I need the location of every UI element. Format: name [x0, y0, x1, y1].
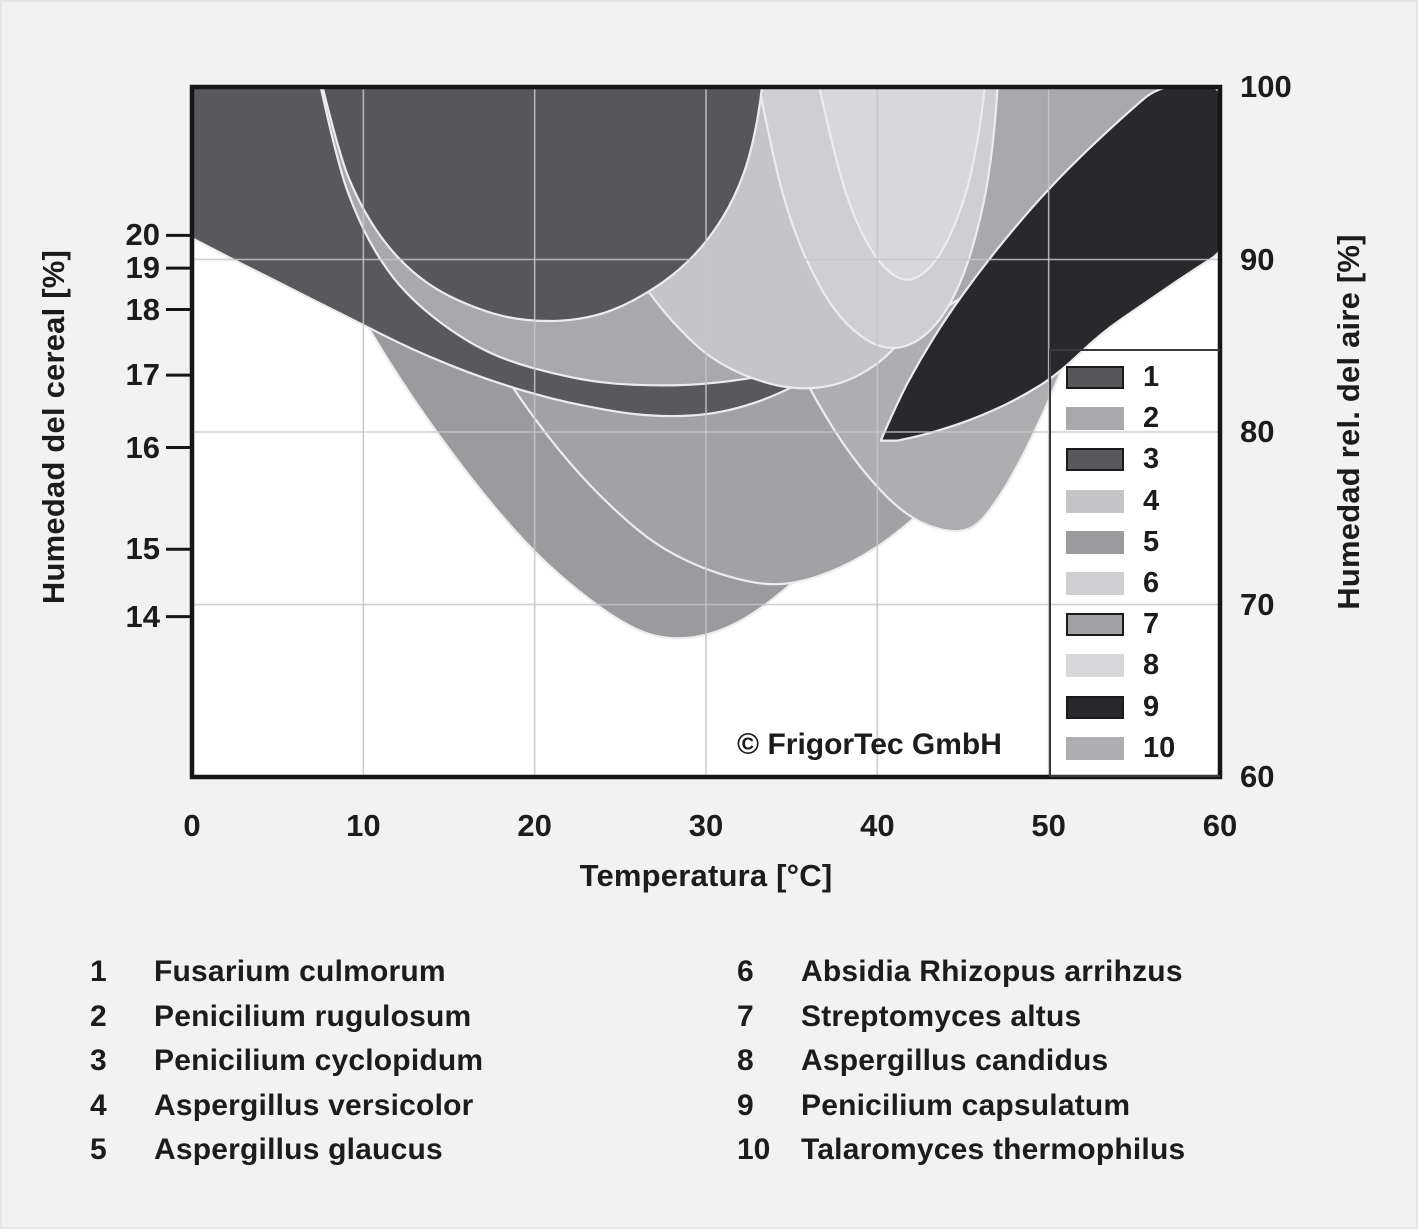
legend-item-5: 5	[1066, 524, 1220, 560]
species-name-5: Aspergillus glaucus	[154, 1133, 443, 1167]
growth-chart: Humedad del cereal [%] Humedad rel. del …	[2, 2, 1418, 922]
species-row-7: 7 Streptomyces altus	[737, 995, 1185, 1040]
legend-number-9: 9	[1143, 690, 1160, 723]
legend-swatch-9	[1066, 695, 1124, 719]
growth-region-1	[321, 87, 764, 323]
legend-number-2: 2	[1143, 402, 1160, 435]
left-tick-17: 17	[125, 357, 160, 393]
legend-number-4: 4	[1143, 484, 1160, 517]
species-name-6: Absidia Rhizopus arrihzus	[801, 955, 1183, 989]
left-tick-14: 14	[125, 598, 160, 634]
species-name-8: Aspergillus candidus	[801, 1044, 1109, 1078]
left-tick-15: 15	[125, 531, 160, 567]
species-row-9: 9 Penicilium capsulatum	[737, 1084, 1185, 1129]
right-tick-80: 80	[1240, 414, 1275, 449]
species-name-9: Penicilium capsulatum	[801, 1088, 1131, 1122]
x-tick-40: 40	[860, 808, 895, 843]
legend-item-7: 7	[1066, 607, 1220, 643]
species-name-2: Penicilium rugulosum	[154, 999, 472, 1033]
species-name-10: Talaromyces thermophilus	[801, 1133, 1186, 1167]
legend-swatch-8	[1066, 654, 1124, 678]
species-name-1: Fusarium culmorum	[154, 955, 446, 989]
species-row-2: 2 Penicilium rugulosum	[90, 995, 483, 1040]
x-tick-60: 60	[1202, 808, 1238, 843]
legend-item-6: 6	[1066, 566, 1220, 602]
chart-legend: 1 2 3 4 5 6 7 8 9 10	[1049, 349, 1220, 777]
species-list-column-2: 6 Absidia Rhizopus arrihzus 7 Streptomyces …	[737, 950, 1185, 1173]
right-axis-title: Humedad rel. del aire [%]	[1331, 234, 1366, 610]
legend-swatch-7	[1066, 613, 1124, 637]
x-tick-30: 30	[688, 808, 724, 843]
species-number-1: 1	[90, 955, 107, 989]
legend-item-4: 4	[1066, 483, 1220, 519]
legend-item-2: 2	[1066, 401, 1220, 437]
legend-number-7: 7	[1143, 608, 1160, 641]
left-tick-18: 18	[125, 291, 160, 327]
legend-number-1: 1	[1143, 361, 1160, 394]
legend-number-8: 8	[1143, 649, 1160, 682]
right-tick-100: 100	[1240, 69, 1292, 104]
species-row-10: 10 Talaromyces thermophilus	[737, 1128, 1185, 1173]
legend-swatch-2	[1066, 407, 1124, 431]
legend-swatch-5	[1066, 530, 1124, 554]
species-row-6: 6 Absidia Rhizopus arrihzus	[737, 950, 1185, 995]
species-row-3: 3 Penicilium cyclopidum	[90, 1039, 483, 1084]
x-axis-title: Temperatura [°C]	[579, 858, 833, 893]
legend-item-8: 8	[1066, 648, 1220, 684]
legend-swatch-3	[1066, 448, 1124, 472]
species-number-9: 9	[737, 1088, 754, 1122]
species-name-4: Aspergillus versicolor	[154, 1088, 474, 1122]
x-tick-10: 10	[346, 808, 381, 843]
right-tick-60: 60	[1240, 759, 1275, 794]
species-number-3: 3	[90, 1044, 107, 1078]
legend-number-3: 3	[1143, 443, 1160, 476]
species-number-4: 4	[90, 1088, 107, 1122]
growth-region-8	[818, 87, 986, 281]
legend-swatch-10	[1066, 736, 1124, 760]
legend-item-1: 1	[1066, 360, 1220, 396]
species-number-10: 10	[737, 1133, 771, 1167]
legend-number-5: 5	[1143, 525, 1160, 558]
species-name-3: Penicilium cyclopidum	[154, 1044, 484, 1078]
species-name-7: Streptomyces altus	[801, 999, 1082, 1033]
species-number-8: 8	[737, 1044, 754, 1078]
legend-swatch-6	[1066, 572, 1124, 596]
legend-item-10: 10	[1066, 730, 1220, 766]
species-list-column-1: 1 Fusarium culmorum 2 Penicilium rugulosum 3…	[90, 950, 483, 1173]
chart-canvas	[166, 84, 1223, 780]
legend-number-10: 10	[1143, 731, 1176, 764]
species-number-2: 2	[90, 999, 107, 1033]
legend-number-6: 6	[1143, 567, 1160, 600]
left-tick-20: 20	[125, 217, 160, 253]
left-tick-19: 19	[125, 250, 160, 286]
right-tick-90: 90	[1240, 241, 1275, 277]
x-tick-0: 0	[183, 808, 201, 843]
copyright-watermark: © FrigorTec GmbH	[737, 728, 1002, 761]
species-row-1: 1 Fusarium culmorum	[90, 950, 483, 995]
species-row-8: 8 Aspergillus candidus	[737, 1039, 1185, 1084]
species-row-5: 5 Aspergillus glaucus	[90, 1128, 483, 1173]
right-tick-70: 70	[1240, 586, 1275, 622]
species-number-7: 7	[737, 999, 754, 1033]
x-tick-20: 20	[517, 808, 552, 843]
legend-item-9: 9	[1066, 689, 1220, 725]
left-tick-16: 16	[125, 429, 160, 465]
legend-swatch-4	[1066, 489, 1124, 513]
legend-swatch-1	[1066, 366, 1124, 390]
legend-item-3: 3	[1066, 442, 1220, 478]
species-number-6: 6	[737, 955, 754, 989]
species-row-4: 4 Aspergillus versicolor	[90, 1084, 483, 1129]
species-number-5: 5	[90, 1133, 107, 1167]
x-tick-50: 50	[1031, 808, 1066, 843]
